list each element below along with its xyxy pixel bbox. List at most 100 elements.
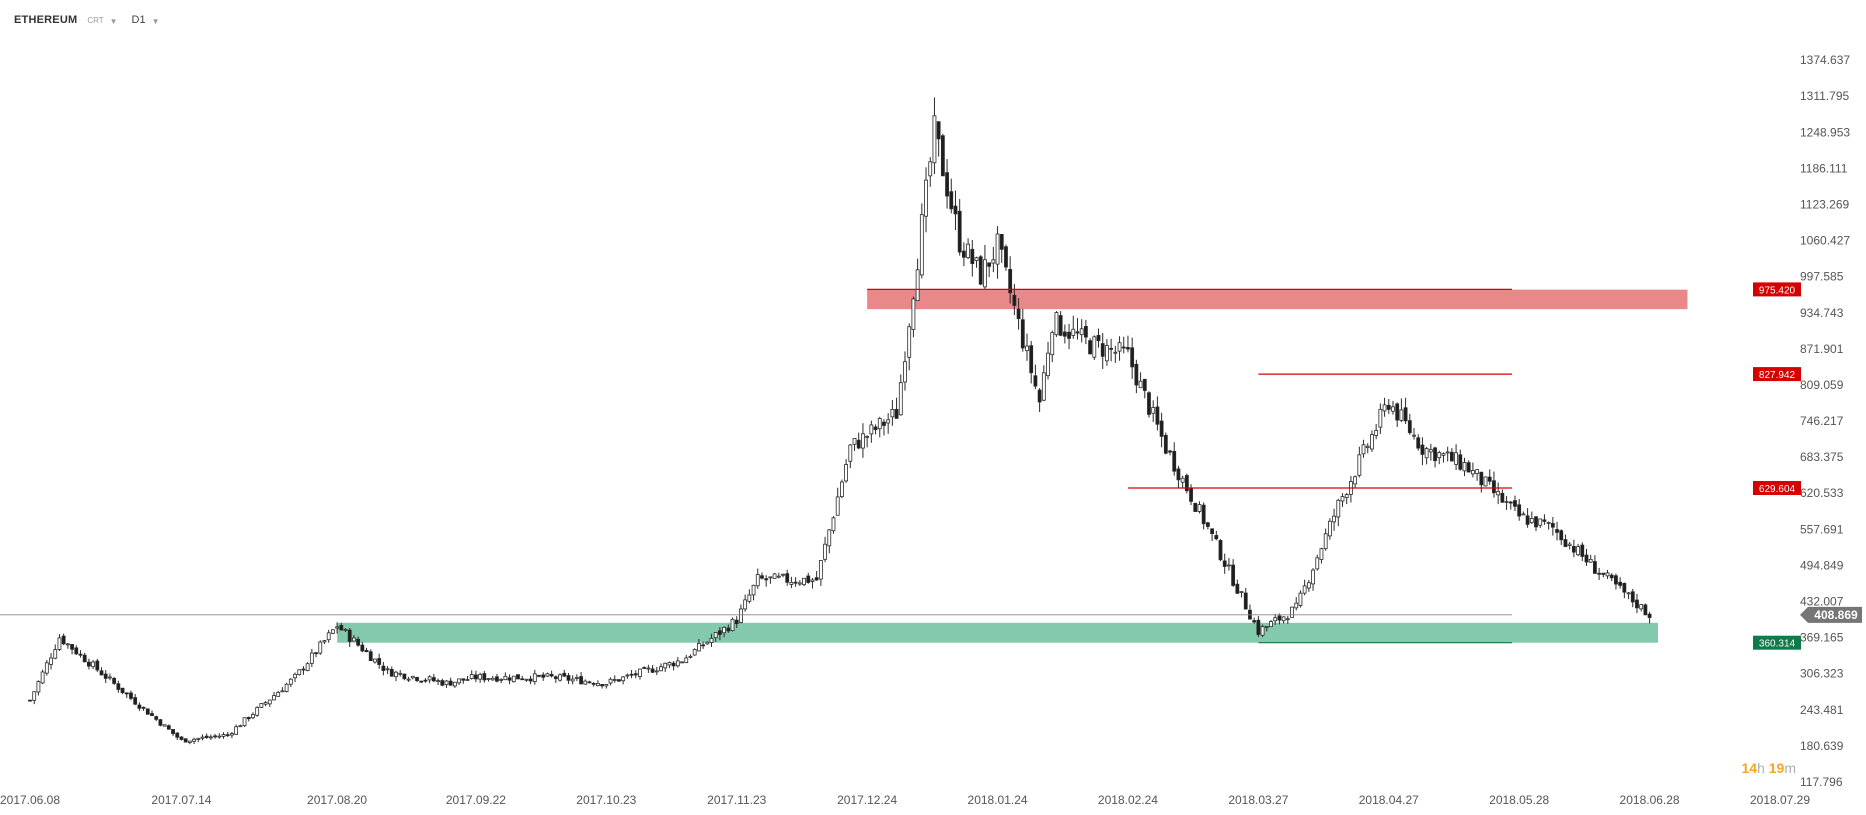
candle-body [1504, 501, 1509, 503]
asset-class-label[interactable]: CRT [87, 15, 104, 25]
candle-body [1168, 450, 1172, 453]
y-tick-label: 746.217 [1800, 414, 1844, 428]
candle-body [579, 676, 583, 685]
current-price-label: 408.869 [1814, 608, 1858, 622]
candle-countdown: 14h 19m [1741, 760, 1796, 776]
candle-body [272, 695, 276, 701]
candle-body [423, 679, 428, 682]
candle-body [966, 243, 971, 259]
level-label: 629.604 [1759, 484, 1796, 495]
candle-body [1201, 504, 1206, 525]
symbol-selector[interactable]: ETHEREUM [14, 14, 78, 26]
candle-body [987, 262, 992, 267]
interval-selector[interactable]: D1 [131, 14, 146, 26]
y-tick-label: 1311.795 [1800, 89, 1849, 103]
candle-body [1041, 372, 1046, 401]
candle-body [1479, 471, 1484, 486]
candle-body [187, 740, 192, 743]
x-tick-label: 2018.03.27 [1228, 793, 1288, 807]
candle-body [179, 736, 184, 740]
candle-body [802, 577, 806, 586]
candle-body [230, 733, 234, 736]
level-label-bg [1753, 282, 1801, 297]
candle-body [1584, 554, 1589, 563]
candle-body [537, 674, 541, 677]
candle-body [398, 672, 403, 675]
candle-body [524, 678, 529, 681]
candle-body [596, 683, 600, 687]
y-tick-label: 432.007 [1800, 595, 1844, 609]
x-tick-label: 2017.09.22 [446, 793, 506, 807]
candle-body [983, 259, 987, 288]
interval-chevron-down-icon[interactable]: ▼ [151, 16, 160, 26]
candle-body [1332, 515, 1336, 523]
candle-body [162, 724, 167, 727]
candle-body [1147, 392, 1151, 415]
candle-body [1134, 363, 1139, 386]
y-tick-label: 1186.111 [1800, 161, 1848, 175]
candle-body [175, 732, 180, 738]
candle-body [255, 707, 260, 716]
candle-body [1260, 626, 1265, 636]
candle-body [1492, 480, 1496, 494]
candle-body [520, 678, 525, 681]
candle-body [1605, 572, 1610, 577]
candle-body [204, 735, 209, 739]
candle-body [961, 250, 966, 258]
candle-body [431, 677, 436, 682]
candle-body [1315, 557, 1320, 570]
candle-body [1126, 347, 1130, 350]
candle-body [978, 256, 983, 285]
x-tick-label: 2018.05.28 [1489, 793, 1549, 807]
candle-body [915, 269, 920, 301]
candle-body [1046, 352, 1050, 377]
candle-body [221, 734, 226, 737]
asset-chevron-down-icon[interactable]: ▼ [109, 16, 118, 26]
y-tick-label: 620.533 [1800, 486, 1844, 500]
x-tick-label: 2017.10.23 [576, 793, 636, 807]
candle-body [532, 673, 537, 683]
candle-body [1067, 331, 1071, 339]
candle-body [154, 716, 159, 720]
candle-body [490, 677, 495, 681]
candle-body [1559, 530, 1564, 541]
candle-body [444, 680, 449, 686]
candle-body [347, 629, 352, 642]
x-tick-label: 2017.08.20 [307, 793, 367, 807]
candle-body [1151, 407, 1156, 414]
y-tick-label: 683.375 [1800, 450, 1844, 464]
candle-body [1445, 451, 1450, 454]
candle-body [1193, 502, 1198, 512]
candle-body [1281, 616, 1286, 622]
candle-body [495, 676, 499, 682]
candle-body [789, 581, 794, 585]
x-tick-label: 2017.11.23 [707, 793, 766, 807]
candle-body [558, 674, 562, 681]
candle-body [1635, 599, 1639, 609]
candle-body [474, 674, 478, 680]
candle-body [1294, 602, 1299, 609]
candle-body [1340, 496, 1345, 502]
candle-body [1601, 572, 1606, 575]
candle-body [856, 439, 861, 449]
candle-body [810, 579, 815, 582]
support-zone [337, 622, 1659, 643]
candle-body [293, 673, 297, 679]
candle-body [183, 738, 188, 743]
candle-body [1403, 407, 1408, 422]
x-tick-label: 2018.01.24 [968, 793, 1028, 807]
candle-body [1407, 420, 1412, 434]
candle-body [61, 635, 66, 645]
candle-body [1588, 558, 1593, 563]
candle-body [764, 578, 769, 581]
candle-body [1319, 548, 1324, 560]
candle-body [612, 679, 617, 681]
candle-body [835, 496, 840, 516]
candle-body [755, 574, 760, 587]
candle-body [1269, 621, 1273, 628]
candle-body [1630, 591, 1635, 603]
candle-body [394, 671, 398, 678]
candle-body [86, 661, 91, 667]
candle-body [654, 670, 659, 673]
